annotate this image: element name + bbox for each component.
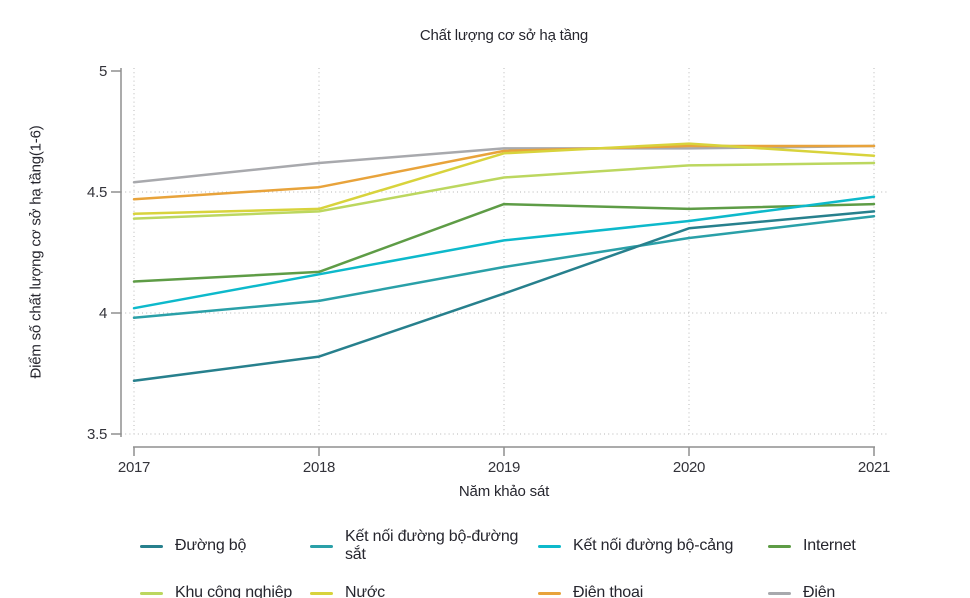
legend-item-khu-cong-nghiep: Khu công nghiệp xyxy=(140,584,310,598)
legend-item-dien-thoai: Điện thoại xyxy=(538,584,768,598)
x-tick-label: 2020 xyxy=(673,459,705,476)
legend-swatch-dien-thoai xyxy=(538,591,561,595)
legend-swatch-khu-cong-nghiep xyxy=(140,591,163,595)
legend-label: Đường bộ xyxy=(175,537,247,554)
x-tick-label: 2017 xyxy=(118,459,150,476)
legend-label: Internet xyxy=(803,537,856,554)
legend-label: Nước xyxy=(345,584,385,598)
series-line-khu-cong-nghiep xyxy=(132,161,876,220)
legend-swatch-nuoc xyxy=(310,591,333,595)
legend-label: Điện xyxy=(803,584,836,598)
legend-swatch-duong-bo xyxy=(140,544,163,548)
legend-swatch-dien xyxy=(768,591,791,595)
x-tick-label: 2019 xyxy=(488,459,520,476)
series-line-dien-thoai xyxy=(132,144,876,201)
legend-item-nuoc: Nước xyxy=(310,584,538,598)
series-line-ket-noi-duong-bo-duong-sat xyxy=(132,214,876,320)
x-tick-label: 2021 xyxy=(858,459,890,476)
legend-label: Điện thoại xyxy=(573,584,644,598)
legend-item-ket-noi-duong-bo-duong-sat: Kết nối đường bộ-đường sắt xyxy=(310,528,538,564)
legend-label: Kết nối đường bộ-đường sắt xyxy=(345,528,519,563)
x-axis-label: Năm khảo sát xyxy=(458,483,550,500)
series-line-ket-noi-duong-bo-cang xyxy=(132,195,876,310)
legend-item-dien: Điện xyxy=(768,584,958,598)
y-tick-label: 4.5 xyxy=(87,184,107,201)
legend-label: Khu công nghiệp xyxy=(175,584,293,598)
series-line-nuoc xyxy=(132,142,876,216)
legend-item-internet: Internet xyxy=(768,528,958,564)
legend-swatch-ket-noi-duong-bo-duong-sat xyxy=(310,544,333,548)
legend-label: Kết nối đường bộ-cảng xyxy=(573,537,734,554)
x-tick-label: 2018 xyxy=(303,459,335,476)
y-tick-label: 3.5 xyxy=(87,426,107,443)
plot-area: 5 4.5 4 3.5 2017 2018 2019 2020 2021 xyxy=(87,63,890,476)
series-line-internet xyxy=(132,202,876,283)
legend: Đường bộ Kết nối đường bộ-đường sắt Kết nố… xyxy=(140,528,958,598)
y-tick-label: 5 xyxy=(99,63,107,80)
legend-item-duong-bo: Đường bộ xyxy=(140,528,310,564)
chart-title: Chất lượng cơ sở hạ tầng xyxy=(419,27,589,44)
series-line-duong-bo xyxy=(132,210,876,383)
legend-item-ket-noi-duong-bo-cang: Kết nối đường bộ-cảng xyxy=(538,528,768,564)
y-tick-label: 4 xyxy=(99,305,107,322)
legend-swatch-ket-noi-duong-bo-cang xyxy=(538,544,561,548)
legend-swatch-internet xyxy=(768,544,791,548)
